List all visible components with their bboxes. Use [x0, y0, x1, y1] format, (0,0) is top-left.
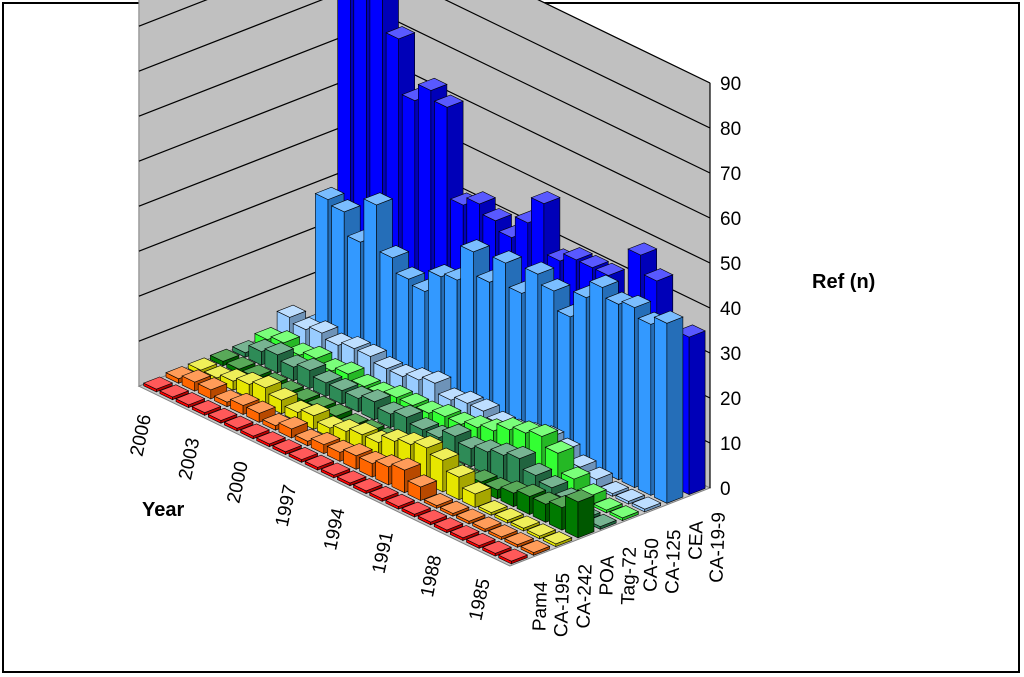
bar — [477, 499, 508, 516]
series-tick-label: CA-195 — [551, 572, 574, 637]
series-tick-label: CA-242 — [573, 564, 596, 629]
bar — [615, 488, 646, 505]
bar — [494, 507, 525, 524]
bar — [461, 481, 492, 508]
bar — [336, 470, 367, 487]
z-gridline — [138, 0, 711, 174]
bar — [423, 492, 454, 509]
bar — [564, 489, 595, 539]
bar — [159, 384, 190, 401]
bar — [207, 407, 238, 424]
year-tick-label: 2000 — [223, 459, 252, 505]
z-gridline — [537, 0, 711, 84]
series-tick-label: Pam4 — [529, 581, 552, 632]
bar — [288, 446, 319, 463]
bar — [631, 496, 662, 513]
z-axis-tick-labels: 0 10 20 30 40 50 60 70 80 90 — [720, 74, 741, 500]
series-tick-label: POA — [596, 555, 618, 596]
bar — [471, 516, 502, 533]
year-tick-label: 1991 — [369, 530, 398, 576]
z-tick-label: 80 — [720, 119, 741, 140]
z-tick-label: 20 — [720, 389, 741, 410]
bar — [142, 376, 174, 393]
bar — [223, 415, 254, 432]
bar — [433, 517, 464, 534]
z-tick-label: 0 — [720, 479, 731, 500]
bars-group — [142, 0, 706, 565]
bar — [449, 525, 480, 541]
bar — [187, 357, 218, 376]
bar — [526, 523, 557, 540]
z-gridline — [138, 0, 711, 129]
bar — [272, 439, 303, 455]
bar — [417, 509, 448, 526]
year-tick-label: 1988 — [417, 553, 446, 599]
bar — [487, 524, 519, 541]
z-tick-label: 60 — [720, 209, 741, 230]
bar — [385, 493, 416, 510]
z-tick-label: 50 — [720, 254, 741, 275]
bar — [439, 500, 470, 517]
z-axis-title: Ref (n) — [812, 271, 875, 293]
z-tick-label: 40 — [720, 299, 741, 320]
series-tick-label: CA-125 — [662, 529, 685, 594]
bar — [481, 540, 512, 557]
bar — [239, 423, 270, 440]
bar — [609, 505, 640, 522]
year-tick-label: 2003 — [175, 436, 204, 482]
bar — [352, 478, 383, 495]
bar — [520, 539, 551, 556]
year-axis-title: Year — [142, 499, 184, 521]
z-tick-label: 70 — [720, 164, 741, 185]
year-tick-label: 1994 — [320, 506, 349, 552]
series-tick-label: CA-50 — [640, 538, 663, 593]
bar — [304, 454, 335, 471]
series-tick-label: CEA — [685, 520, 707, 560]
bar — [320, 462, 351, 479]
bar — [255, 431, 287, 448]
z-tick-label: 30 — [720, 344, 741, 365]
bar — [465, 532, 496, 549]
z-tick-label: 90 — [720, 74, 741, 95]
bar — [653, 310, 684, 504]
bar — [175, 392, 206, 409]
z-tick-label: 10 — [720, 434, 741, 455]
bar — [455, 508, 486, 525]
bar — [191, 399, 222, 416]
bar — [497, 548, 529, 565]
bar — [592, 497, 624, 514]
bar — [504, 532, 535, 548]
bar — [401, 501, 432, 518]
series-tick-label: CA-19-9 — [706, 512, 729, 583]
year-tick-label: 1985 — [465, 577, 494, 623]
bar — [407, 474, 438, 501]
bar — [197, 377, 228, 400]
bar — [368, 485, 399, 502]
bar — [278, 416, 309, 439]
bar — [542, 531, 573, 548]
year-tick-label: 1997 — [272, 483, 301, 529]
year-tick-label: 2006 — [127, 413, 156, 459]
bar — [510, 515, 541, 532]
series-tick-label: Tag-72 — [618, 546, 641, 605]
